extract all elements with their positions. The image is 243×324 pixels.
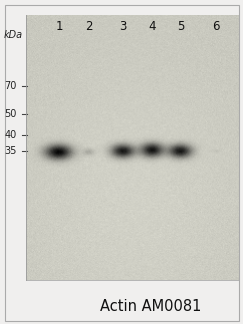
Text: 40: 40 xyxy=(4,131,17,141)
Text: 70: 70 xyxy=(4,81,17,91)
Text: kDa: kDa xyxy=(4,29,23,40)
Text: 1: 1 xyxy=(55,20,63,33)
Text: 5: 5 xyxy=(177,20,184,33)
Text: 50: 50 xyxy=(4,109,17,119)
Text: 3: 3 xyxy=(119,20,127,33)
Text: 6: 6 xyxy=(212,20,219,33)
Text: 2: 2 xyxy=(85,20,93,33)
Text: 35: 35 xyxy=(4,145,17,156)
Text: 4: 4 xyxy=(148,20,156,33)
Text: Actin AM0081: Actin AM0081 xyxy=(100,299,201,314)
